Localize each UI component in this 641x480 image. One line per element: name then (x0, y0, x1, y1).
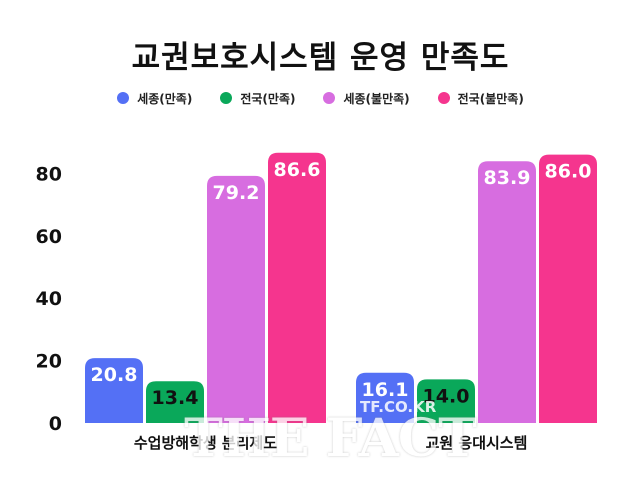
legend-label: 전국(만족) (240, 92, 296, 106)
bar (207, 175, 265, 423)
legend-item: 전국(만족) (220, 90, 295, 107)
legend-swatch (323, 92, 336, 104)
data-label: 13.4 (152, 387, 199, 409)
legend-swatch (437, 92, 450, 104)
y-tick-label: 60 (36, 226, 62, 248)
legend-label: 전국(불만족) (457, 92, 524, 106)
legend-item: 전국(불만족) (437, 90, 524, 107)
data-label: 14.0 (423, 385, 470, 407)
y-tick-label: 80 (36, 163, 62, 185)
bar (539, 154, 597, 423)
y-tick-label: 20 (36, 351, 62, 373)
data-label: 86.0 (545, 161, 592, 183)
y-tick-label: 40 (36, 288, 62, 310)
x-tick-label: 교원 응대시스템 (426, 434, 528, 452)
x-tick-label: 수업방해학생 분리제도 (134, 434, 277, 452)
legend-item: 세종(만족) (117, 90, 192, 107)
legend-item: 세종(불만족) (323, 90, 410, 107)
legend: 세종(만족) 전국(만족) 세종(불만족) 전국(불만족) (0, 90, 641, 107)
data-label: 16.1 (362, 379, 409, 401)
bar (478, 161, 536, 423)
legend-label: 세종(불만족) (343, 92, 410, 106)
y-tick-label: 0 (49, 413, 62, 435)
data-label: 79.2 (213, 182, 260, 204)
legend-swatch (220, 92, 233, 104)
bar (417, 379, 475, 423)
data-label: 83.9 (484, 167, 531, 189)
bar (85, 358, 143, 423)
bar (356, 372, 414, 423)
data-label: 86.6 (274, 159, 321, 181)
chart-title: 교권보호시스템 운영 만족도 (131, 40, 510, 76)
bar (268, 152, 326, 424)
legend-swatch (117, 92, 130, 104)
data-label: 20.8 (91, 364, 138, 386)
bar (146, 381, 204, 423)
legend-label: 세종(만족) (137, 92, 193, 106)
